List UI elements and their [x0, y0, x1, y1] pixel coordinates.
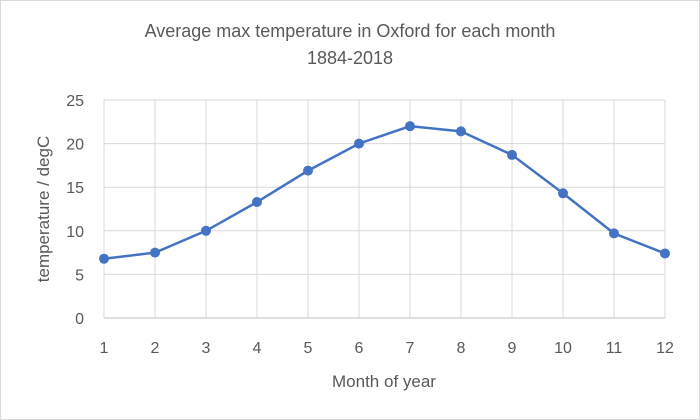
y-tick-label: 5 [75, 267, 84, 284]
data-point [252, 197, 262, 208]
x-tick-label: 5 [304, 340, 313, 357]
data-point [201, 225, 211, 236]
y-tick-label: 0 [75, 311, 84, 328]
data-point [303, 165, 313, 176]
data-point [354, 138, 364, 149]
y-tick-label: 10 [66, 224, 84, 241]
y-tick-label: 20 [66, 137, 84, 154]
data-point [456, 126, 466, 137]
x-tick-label: 7 [406, 340, 415, 357]
x-tick-label: 11 [606, 340, 623, 357]
x-tick-label: 6 [355, 340, 364, 357]
x-tick-label: 8 [457, 340, 466, 357]
x-tick-label: 4 [253, 340, 262, 357]
data-point [609, 228, 619, 239]
y-tick-label: 25 [66, 93, 84, 110]
x-tick-label: 10 [554, 340, 572, 357]
data-point [660, 248, 670, 259]
x-tick-label: 1 [100, 340, 109, 357]
chart-subtitle: 1884-2018 [307, 48, 393, 68]
x-tick-label: 9 [508, 340, 517, 357]
x-axis-label: Month of year [332, 372, 436, 391]
series-line [103, 124, 666, 260]
x-tick-label: 12 [656, 340, 674, 357]
data-point [99, 253, 109, 264]
data-point [150, 247, 160, 258]
y-tick-label: 15 [66, 180, 84, 197]
data-point [507, 149, 517, 160]
x-tick-label: 3 [202, 340, 211, 357]
data-point [558, 188, 568, 199]
x-tick-label: 2 [151, 340, 160, 357]
data-point [405, 121, 415, 132]
y-axis-label: temperature / degC [34, 136, 53, 282]
chart-title: Average max temperature in Oxford for ea… [145, 21, 556, 41]
